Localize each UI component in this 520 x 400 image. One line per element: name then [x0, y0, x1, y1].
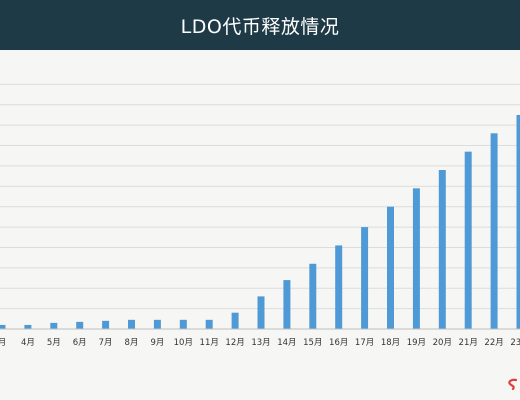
bar-16月: [335, 245, 343, 329]
x-tick-label-10: 13月: [251, 338, 270, 348]
bars: [0, 114, 520, 329]
bar-23月: [516, 114, 520, 329]
x-tick-label-4: 7月: [99, 338, 113, 348]
x-tick-label-11: 14月: [277, 338, 296, 348]
bar-5月: [50, 322, 58, 329]
x-tick-label-16: 19月: [407, 338, 426, 348]
bar-4月: [24, 324, 32, 329]
brand-mark-icon: [508, 378, 518, 390]
x-tick-label-20: 23月: [510, 338, 520, 348]
x-tick-label-0: 月: [0, 338, 6, 348]
bar-9月: [153, 319, 161, 329]
x-tick-label-9: 12月: [225, 338, 244, 348]
bar-21月: [464, 151, 472, 329]
bar-17月: [361, 227, 369, 329]
bar-7月: [102, 320, 110, 329]
x-tick-label-14: 17月: [355, 338, 374, 348]
chart-title: LDO代币释放情况: [0, 0, 520, 50]
x-tick-label-19: 22月: [484, 338, 503, 348]
bar-10月: [179, 319, 187, 329]
bar-14月: [283, 280, 291, 329]
x-tick-label-6: 9月: [150, 338, 164, 348]
bar-11月: [205, 319, 213, 329]
bar-8月: [128, 319, 135, 329]
x-tick-label-13: 16月: [329, 338, 348, 348]
bar-6月: [76, 321, 84, 329]
x-tick-label-1: 4月: [21, 338, 35, 348]
bar-22月: [490, 133, 498, 329]
x-tick-labels: 月 4月 5月 6月 7月 8月 9月 10月 11月 12月 13月 14月 15月 16月 17月 18月…: [0, 338, 520, 348]
x-tick-label-3: 6月: [73, 338, 87, 348]
bar-18月: [387, 206, 394, 329]
bar-20月: [438, 170, 446, 329]
x-tick-label-5: 8月: [125, 338, 139, 348]
x-tick-label-15: 18月: [381, 338, 400, 348]
x-tick-label-18: 21月: [459, 338, 478, 348]
x-tick-label-17: 20月: [433, 338, 452, 348]
bar-19月: [412, 188, 420, 329]
chart-plot-area: 月 4月 5月 6月 7月 8月 9月 10月 11月 12月 13月 14月 15月 16月 17月 18月…: [0, 50, 520, 400]
x-tick-label-2: 5月: [47, 338, 61, 348]
gridlines: [0, 83, 520, 330]
bar-13月: [257, 296, 265, 329]
bar-3月: [0, 324, 6, 329]
bar-chart: 月 4月 5月 6月 7月 8月 9月 10月 11月 12月 13月 14月 15月 16月 17月 18月…: [0, 83, 520, 348]
x-tick-label-7: 10月: [174, 338, 193, 348]
bar-12月: [231, 312, 239, 329]
bar-15月: [309, 263, 317, 329]
x-tick-label-12: 15月: [303, 338, 322, 348]
x-tick-label-8: 11月: [200, 338, 219, 348]
